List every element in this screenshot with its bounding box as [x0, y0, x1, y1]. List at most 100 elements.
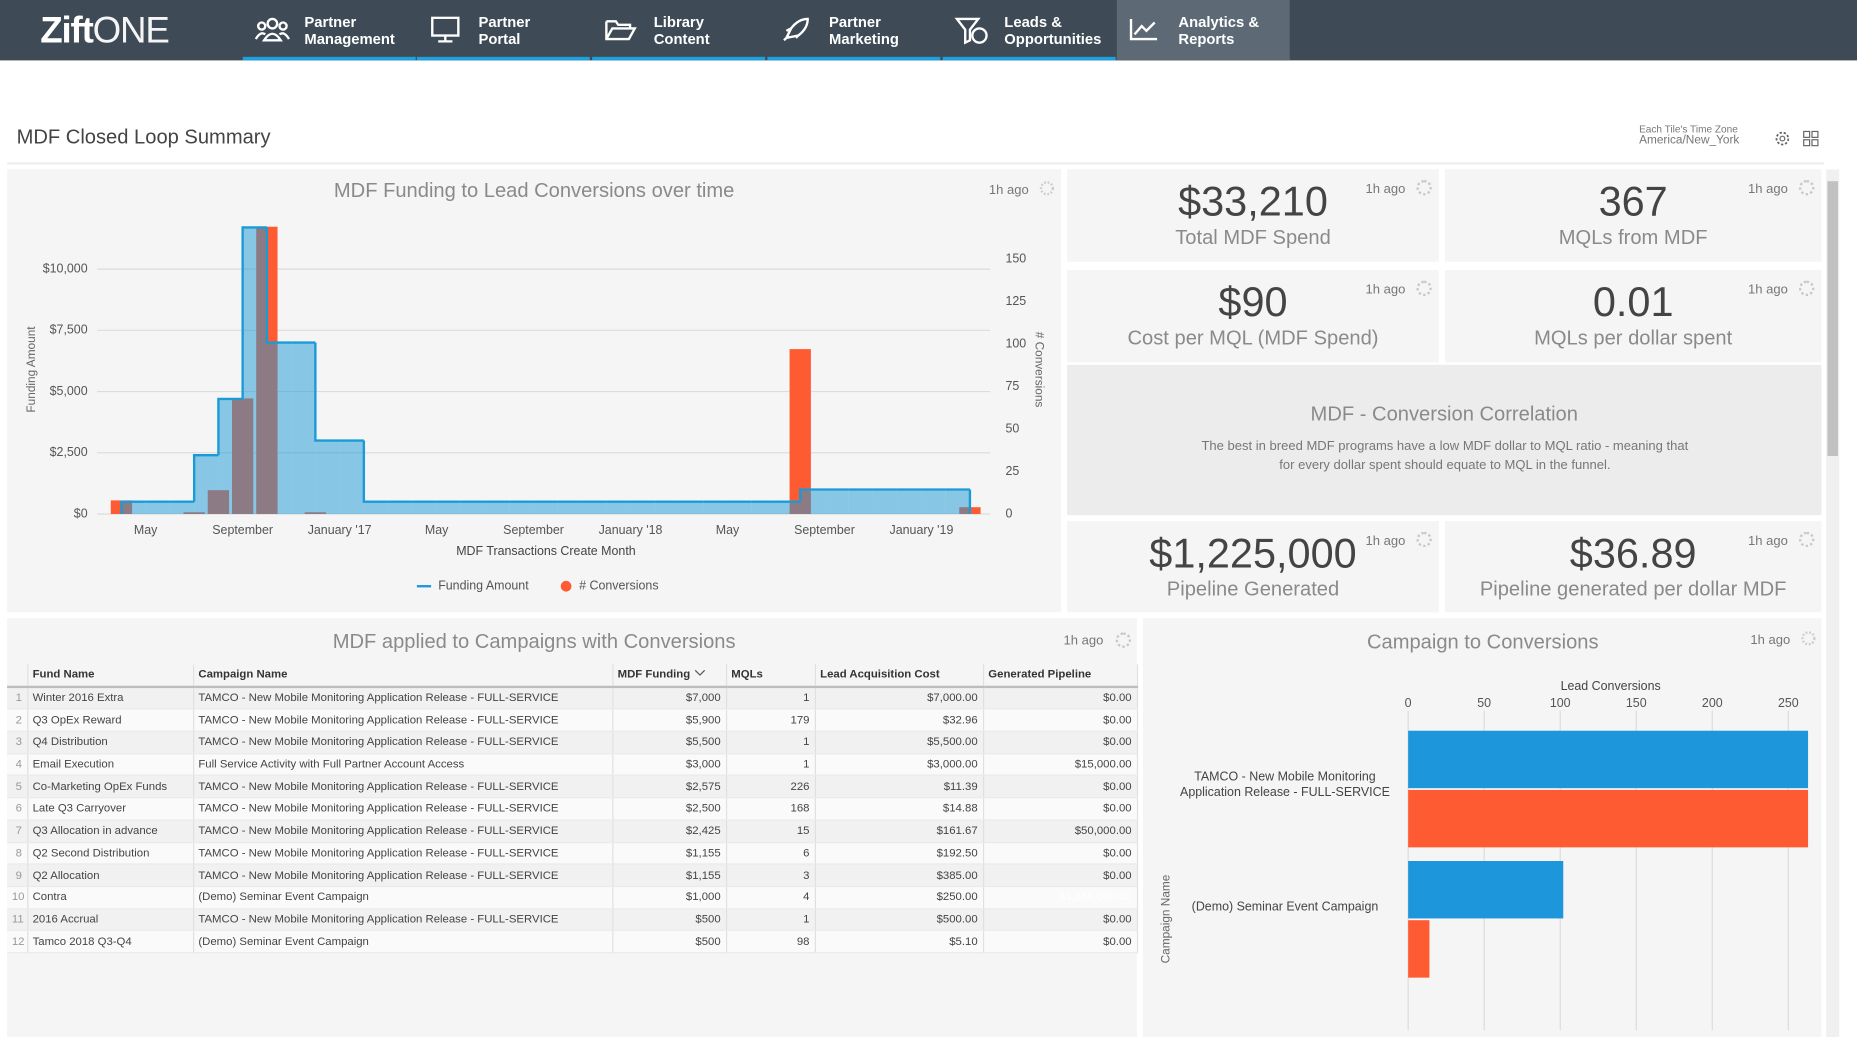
table-cell: TAMCO - New Mobile Monitoring Applicatio…: [193, 819, 613, 843]
area-edge: [241, 226, 267, 399]
table-cell: $500: [612, 908, 727, 932]
kpi-value: 367: [1598, 178, 1668, 226]
correlation-text: The best in breed MDF programs have a lo…: [1201, 439, 1689, 473]
table-cell: Full Service Activity with Full Partner …: [193, 753, 613, 777]
scrollbar[interactable]: [1826, 169, 1840, 1037]
area-segment: [509, 501, 534, 514]
nav-line: Leads &: [1004, 14, 1062, 31]
nav-line: Partner: [829, 14, 881, 31]
updated: 1h ago: [1748, 283, 1788, 298]
table-cell: 3: [725, 864, 816, 887]
table-cell: $2,425: [612, 819, 727, 843]
table-cell: $5.10: [814, 930, 984, 954]
table-cell: TAMCO - New Mobile Monitoring Applicatio…: [193, 709, 613, 732]
table-cell: $50,000.00: [982, 819, 1138, 843]
table-row: 4 Email Execution Full Service Activity wi…: [7, 753, 1138, 777]
header-cell: Lead Acquisition Cost: [814, 664, 984, 688]
table-cell: $0.00: [982, 731, 1138, 755]
refresh-icon[interactable]: [1416, 180, 1432, 196]
row-index: 9: [7, 864, 28, 887]
sort-icon[interactable]: [694, 670, 706, 678]
nav-item[interactable]: Analytics & Reports: [1116, 0, 1290, 61]
y2-axis-title: # Conversions: [1033, 332, 1047, 408]
table-cell: 15: [725, 819, 816, 843]
x-tick-label: May: [716, 523, 740, 537]
updated: 1h ago: [1748, 534, 1788, 549]
table-cell: Email Execution: [27, 753, 194, 777]
area-segment: [848, 489, 873, 514]
x-axis-title: MDF Transactions Create Month: [456, 544, 636, 558]
kpi-label: MQLs from MDF: [1558, 226, 1708, 249]
updated: 1h ago: [1063, 633, 1104, 648]
row-index: 8: [7, 842, 28, 865]
legend-label[interactable]: # Conversions: [579, 579, 658, 593]
nav-item[interactable]: Partner Management: [242, 0, 416, 61]
table-cell: $32.96: [814, 709, 984, 732]
refresh-icon[interactable]: [1798, 531, 1815, 548]
nav-item[interactable]: Partner Portal: [416, 0, 590, 61]
area-segment: [751, 501, 776, 514]
refresh-icon[interactable]: [1416, 280, 1432, 297]
table-cell: $385.00: [814, 864, 984, 887]
timezone[interactable]: Each Tile's Time Zone America/New_York: [1639, 123, 1739, 147]
table-cell: $0.00: [982, 775, 1138, 799]
nav-item[interactable]: Library Content: [592, 0, 766, 61]
kpi-tile: 0.01 MQLs per dollar spent 1h ago: [1444, 270, 1822, 363]
toolbar-icons[interactable]: [1773, 129, 1825, 148]
kpi-label: Pipeline Generated: [1166, 577, 1340, 601]
nav-label: Analytics & Reports: [1178, 15, 1259, 47]
area-segment: [557, 501, 583, 514]
x-tick-label: January '18: [599, 523, 663, 537]
legend-label[interactable]: Funding Amount: [438, 579, 529, 593]
table-cell: $5,900: [612, 709, 727, 732]
table-cell: $11.39: [814, 775, 984, 799]
table-cell: 1: [725, 686, 816, 710]
area-segment: [315, 440, 340, 514]
table-row: 1 Winter 2016 Extra TAMCO - New Mobile Mon…: [7, 686, 1138, 710]
refresh-icon[interactable]: [1115, 632, 1132, 648]
kpi-tile: $1,225,000 Pipeline Generated 1h ago: [1067, 521, 1439, 613]
table-cell: $500: [612, 930, 727, 954]
area-segment: [291, 342, 316, 514]
header-cell: [7, 664, 28, 688]
table-cell: TAMCO - New Mobile Monitoring Applicatio…: [193, 775, 613, 799]
header-row: Fund Name Campaign Name MDF Funding MQLs Lea…: [7, 664, 1138, 688]
refresh-icon[interactable]: [1798, 280, 1815, 297]
area-segment: [727, 501, 752, 514]
logo-bold: Zift: [40, 9, 94, 51]
table-cell: 98: [725, 930, 816, 954]
y2-tick-label: 100: [1005, 336, 1026, 350]
header-cell: Generated Pipeline: [982, 664, 1138, 688]
table-cell: $14.88: [814, 797, 984, 821]
kpi-tile: $33,210 Total MDF Spend 1h ago: [1067, 169, 1439, 262]
table-cell: 1: [725, 908, 816, 932]
table-cell: $0.00: [982, 930, 1138, 954]
icon-funnel: [954, 17, 988, 45]
nav-label: Partner Management: [304, 15, 394, 47]
table-cell: $0.00: [982, 709, 1138, 732]
nav-item[interactable]: Leads & Opportunities: [942, 0, 1116, 61]
area-segment: [533, 501, 558, 514]
refresh-icon[interactable]: [1798, 180, 1815, 196]
y2-tick-label: 125: [1005, 294, 1026, 308]
area-segment: [582, 501, 607, 514]
refresh-icon[interactable]: [1416, 531, 1432, 548]
table-cell: Contra: [27, 886, 194, 910]
logo[interactable]: ZiftONE: [40, 9, 170, 52]
table-cell: $500.00: [814, 908, 984, 932]
nav-line: Content: [653, 30, 710, 47]
area-segment: [679, 501, 704, 514]
chart-tile: [7, 169, 1062, 613]
scrollbar-thumb[interactable]: [1827, 181, 1839, 456]
nav-item[interactable]: Partner Marketing: [767, 0, 941, 61]
table-cell: (Demo) Seminar Event Campaign: [193, 886, 613, 910]
x-tick-label: September: [212, 523, 273, 537]
table-row: 9 Q2 Allocation TAMCO - New Mobile Monitor…: [7, 864, 1138, 887]
x-tick-label: September: [794, 523, 855, 537]
table-cell: Q2 Second Distribution: [27, 842, 194, 865]
y2-tick-label: 150: [1005, 251, 1026, 265]
table-row: 10 Contra (Demo) Seminar Event Campaign $1,…: [7, 886, 1138, 910]
header-cell[interactable]: MDF Funding: [612, 664, 727, 688]
